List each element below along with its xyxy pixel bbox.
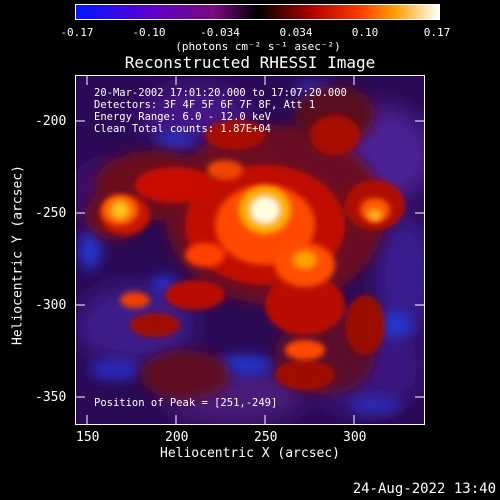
colorbar (75, 4, 440, 20)
x-tick-label: 250 (254, 430, 278, 445)
page-title: Reconstructed RHESSI Image (124, 53, 376, 72)
colorbar-tick-label: 0.17 (423, 26, 451, 39)
y-tick-label: -300 (35, 298, 67, 313)
y-tick-label: -350 (35, 390, 67, 405)
colorbar-tick-label: 0.034 (279, 26, 313, 39)
colorbar-tick-label: -0.17 (60, 26, 94, 39)
colorbar-tick-label: -0.034 (200, 26, 240, 39)
colorbar-tick-label: -0.10 (132, 26, 166, 39)
colorbar-tick-label: 0.10 (351, 26, 379, 39)
x-axis-title: Heliocentric X (arcsec) (159, 446, 341, 461)
energy-range-label: Energy Range: 6.0 - 12.0 keV (94, 111, 272, 123)
y-axis-title: Heliocentric Y (arcsec) (10, 164, 26, 346)
detectors-label: Detectors: 3F 4F 5F 6F 7F 8F, Att 1 (94, 99, 316, 111)
timestamp: 24-Aug-2022 13:40 (352, 481, 496, 497)
colorbar-units: (photons cm⁻² s⁻¹ asec⁻²) (175, 40, 341, 53)
rhessi-image (75, 75, 425, 425)
x-tick-label: 150 (76, 430, 100, 445)
y-tick-label: -250 (35, 206, 67, 221)
y-tick-label: -200 (35, 114, 67, 129)
peak-position-label: Position of Peak = [251,-249] (94, 397, 278, 409)
algorithm-counts-label: Clean Total counts: 1.87E+04 (94, 123, 272, 135)
x-tick-label: 200 (165, 430, 189, 445)
time-range-label: 20-Mar-2002 17:01:20.000 to 17:07:20.000 (94, 87, 347, 99)
x-tick-label: 300 (343, 430, 367, 445)
